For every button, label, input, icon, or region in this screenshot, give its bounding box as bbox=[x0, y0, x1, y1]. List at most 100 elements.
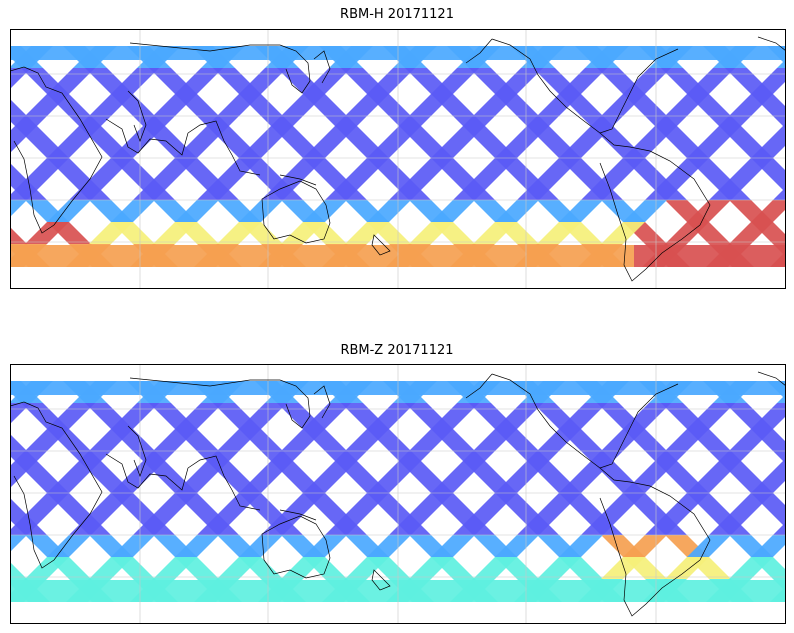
orbit-swath-segment bbox=[10, 535, 27, 552]
orbit-swath-segment bbox=[563, 68, 607, 90]
south-edge-cell bbox=[714, 245, 730, 267]
north-edge-cell bbox=[90, 381, 106, 395]
north-edge-cell bbox=[266, 46, 282, 60]
orbit-swath-segment bbox=[661, 403, 705, 425]
south-edge-cell bbox=[90, 580, 106, 602]
coastline-path bbox=[313, 50, 331, 84]
orbit-swath-segment bbox=[519, 447, 563, 469]
south-edge-cell bbox=[154, 580, 170, 602]
coastline-path bbox=[10, 66, 103, 234]
orbit-swath-segment bbox=[217, 222, 261, 244]
orbit-swath-segment bbox=[667, 156, 711, 178]
north-edge-cell bbox=[154, 381, 170, 395]
orbit-swath-segment bbox=[91, 156, 135, 178]
orbit-swath-segment bbox=[497, 134, 541, 156]
north-edge-cell bbox=[746, 46, 762, 60]
orbit-swath-segment bbox=[345, 222, 389, 244]
orbit-swath-segment bbox=[601, 222, 645, 244]
orbit-swath-segment bbox=[49, 469, 93, 491]
south-edge-cell bbox=[746, 580, 762, 602]
edge-band-layer bbox=[10, 46, 786, 267]
north-edge-cell bbox=[778, 381, 786, 395]
orbit-swath-segment bbox=[733, 425, 777, 447]
south-edge-cell bbox=[490, 580, 506, 602]
orbit-swath-segment bbox=[581, 178, 625, 200]
orbit-swath-segment bbox=[605, 90, 649, 112]
orbit-swath-segment bbox=[667, 491, 711, 513]
north-edge-cell bbox=[282, 46, 298, 60]
north-edge-cell bbox=[250, 381, 266, 395]
orbit-swath-segment bbox=[563, 403, 607, 425]
orbit-swath-segment bbox=[661, 68, 705, 90]
north-edge-cell bbox=[730, 46, 746, 60]
orbit-swath-segment bbox=[47, 200, 91, 222]
north-edge-cell bbox=[490, 381, 506, 395]
south-edge-cell bbox=[426, 245, 442, 267]
coastline-path bbox=[371, 234, 391, 256]
orbit-swath-segment bbox=[155, 491, 199, 513]
north-edge-cell bbox=[762, 381, 778, 395]
orbit-swath-segment bbox=[729, 222, 773, 244]
orbit-swath-segment bbox=[149, 68, 193, 90]
north-edge-cell bbox=[410, 381, 426, 395]
orbit-swath-segment bbox=[473, 222, 517, 244]
orbit-swath-segment bbox=[627, 403, 671, 425]
north-edge-cell bbox=[394, 46, 410, 60]
north-edge-cell bbox=[458, 381, 474, 395]
orbit-swath-segment bbox=[475, 491, 519, 513]
north-edge-cell bbox=[602, 46, 618, 60]
south-edge-cell bbox=[26, 580, 42, 602]
coastline-path bbox=[10, 401, 103, 569]
orbit-swath-segment bbox=[10, 112, 51, 134]
orbit-swath-segment bbox=[405, 68, 449, 90]
south-edge-cell bbox=[346, 245, 362, 267]
north-edge-cell bbox=[42, 381, 58, 395]
orbit-swath-segment bbox=[153, 557, 197, 579]
south-edge-cell bbox=[538, 245, 554, 267]
orbit-swath-segment bbox=[689, 469, 733, 491]
orbit-swath-segment bbox=[325, 178, 369, 200]
orbit-swath-segment bbox=[731, 491, 775, 513]
south-edge-cell bbox=[538, 580, 554, 602]
south-edge-cell bbox=[634, 245, 650, 267]
south-edge-cell bbox=[506, 245, 522, 267]
orbit-swath-segment bbox=[303, 535, 347, 557]
orbit-swath-segment bbox=[197, 178, 241, 200]
north-edge-cell bbox=[234, 46, 250, 60]
north-edge-cell bbox=[378, 381, 394, 395]
orbit-swath-segment bbox=[455, 112, 499, 134]
south-edge-cell bbox=[122, 580, 138, 602]
orbit-swath-segment bbox=[517, 513, 561, 535]
orbit-swath-segment bbox=[409, 222, 453, 244]
south-edge-cell bbox=[138, 580, 154, 602]
north-edge-cell bbox=[298, 381, 314, 395]
south-edge-cell bbox=[762, 245, 778, 267]
orbit-swath-segment bbox=[603, 491, 647, 513]
graticule bbox=[10, 29, 786, 289]
orbit-swath-segment bbox=[239, 200, 283, 222]
orbit-swath-segment bbox=[327, 112, 371, 134]
north-edge-cell bbox=[682, 46, 698, 60]
edge-band-layer bbox=[10, 381, 786, 602]
north-edge-cell bbox=[714, 381, 730, 395]
orbit-swath-segment bbox=[517, 178, 561, 200]
orbit-swath-segment bbox=[113, 469, 157, 491]
orbit-swath-segment bbox=[413, 90, 457, 112]
north-edge-cell bbox=[58, 381, 74, 395]
south-edge-cell bbox=[282, 580, 298, 602]
orbit-swath-segment bbox=[581, 513, 625, 535]
coastline-path bbox=[105, 453, 189, 491]
orbit-swath-segment bbox=[10, 513, 49, 535]
south-edge-cell bbox=[682, 245, 698, 267]
south-edge-cell bbox=[522, 245, 538, 267]
orbit-swath-segment bbox=[133, 513, 177, 535]
orbit-swath-segment bbox=[367, 200, 411, 222]
orbit-swath-segment bbox=[27, 491, 71, 513]
orbit-swath-segment bbox=[305, 134, 349, 156]
orbit-swath-segment bbox=[687, 535, 731, 557]
south-edge-cell bbox=[602, 245, 618, 267]
south-edge-cell bbox=[74, 580, 90, 602]
orbit-swath-segment bbox=[455, 447, 499, 469]
north-edge-cell bbox=[186, 46, 202, 60]
north-edge-cell bbox=[682, 381, 698, 395]
